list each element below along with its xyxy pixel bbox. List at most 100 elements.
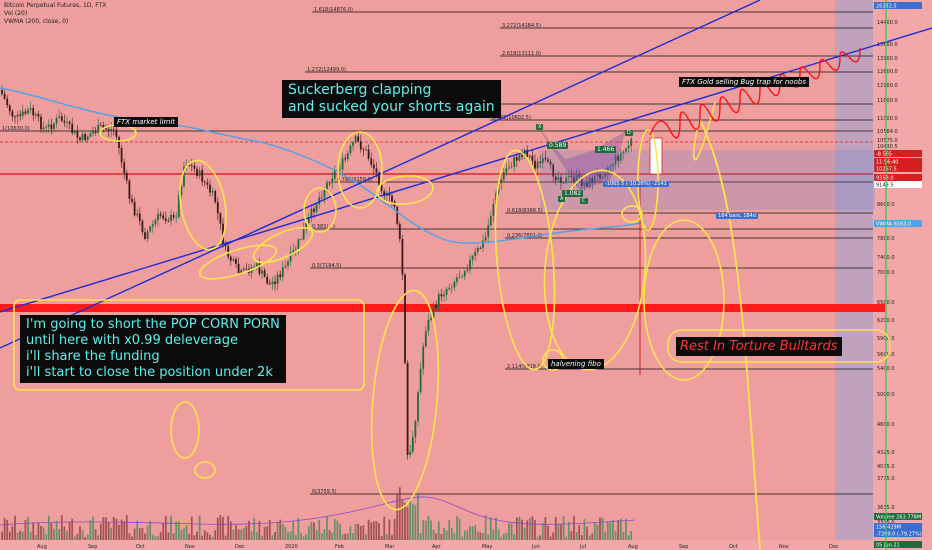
- candle-body: [586, 182, 588, 187]
- candle-body: [115, 129, 118, 137]
- candle-body: [73, 130, 76, 134]
- volume-bar: [591, 533, 594, 540]
- candle-body: [188, 164, 191, 166]
- candle-body: [34, 114, 37, 116]
- fib-level-label: 2.114(5318.0): [507, 364, 543, 370]
- volume-bar: [159, 531, 162, 540]
- candle-body: [489, 216, 492, 226]
- volume-bar: [440, 534, 443, 540]
- candle-body: [528, 155, 531, 158]
- candle-body: [622, 151, 625, 154]
- volume-bar: [232, 529, 235, 540]
- volume-bar: [328, 530, 331, 540]
- time-axis-label: Dec: [829, 544, 839, 550]
- candle-body: [346, 153, 349, 160]
- volume-bar: [375, 521, 378, 540]
- volume-bar: [578, 524, 581, 540]
- candle-body: [102, 124, 105, 128]
- volume-bar: [482, 533, 484, 540]
- candle-body: [94, 131, 97, 133]
- price-tag: [874, 220, 922, 227]
- volume-bar: [617, 520, 620, 540]
- candle-body: [42, 127, 45, 130]
- price-tag: [874, 541, 922, 548]
- candle-body: [180, 186, 183, 195]
- candle-body: [27, 109, 29, 114]
- volume-bars-group: [1, 487, 633, 540]
- volume-bar: [521, 519, 523, 540]
- volume-bar: [339, 523, 341, 540]
- candle-body: [443, 294, 445, 297]
- volume-bar: [216, 517, 219, 540]
- candle-body: [235, 259, 237, 264]
- candle-body: [297, 239, 300, 250]
- volume-bar: [118, 524, 120, 540]
- candle-body: [539, 161, 542, 164]
- candle-body: [47, 124, 50, 127]
- volume-bar: [112, 516, 115, 540]
- candle-body: [151, 224, 154, 227]
- candle-body: [86, 136, 89, 140]
- candle-body: [53, 123, 55, 130]
- volume-bar: [344, 533, 347, 540]
- candle-body: [146, 231, 149, 239]
- volume-bar: [570, 531, 573, 540]
- volume-bar: [245, 525, 248, 540]
- candle-body: [479, 247, 482, 249]
- volume-bar: [151, 534, 154, 540]
- candle-body: [172, 215, 175, 218]
- candle-body: [310, 208, 313, 218]
- candle-body: [21, 111, 24, 116]
- time-axis-label: Jul: [579, 544, 586, 550]
- volume-bar: [131, 536, 133, 540]
- candle-body: [378, 172, 380, 185]
- volume-bar: [34, 535, 37, 540]
- volume-bar: [99, 523, 102, 540]
- volume-bar: [349, 526, 352, 540]
- volume-bar: [219, 515, 222, 540]
- candle-body: [372, 164, 375, 169]
- volume-bar: [258, 520, 261, 540]
- candle-body: [588, 177, 591, 187]
- candle-body: [435, 305, 438, 308]
- candle-body: [323, 189, 326, 198]
- red-resistance-band: [0, 304, 885, 312]
- pattern-point-d: D: [625, 130, 633, 136]
- volume-bar: [315, 529, 318, 540]
- volume-bar: [266, 526, 269, 540]
- candle-body: [175, 217, 178, 218]
- volume-bar: [55, 520, 58, 540]
- candle-body: [81, 134, 84, 140]
- volume-bar: [596, 524, 599, 540]
- volume-bar: [110, 527, 113, 540]
- candle-body: [3, 93, 6, 99]
- volume-bar: [437, 521, 440, 540]
- volume-bar: [237, 529, 240, 540]
- candle-body: [357, 136, 360, 142]
- volume-bar: [411, 503, 414, 540]
- short-plan-line-3: i'll share the funding: [26, 349, 160, 364]
- volume-bar: [175, 521, 178, 540]
- volume-bar: [47, 515, 50, 540]
- candle-body: [177, 194, 180, 218]
- volume-bar: [305, 534, 308, 540]
- volume-bar: [73, 536, 76, 540]
- candle-body: [534, 160, 536, 169]
- volume-bar: [235, 525, 237, 540]
- volume-bar: [346, 533, 349, 540]
- volume-bar: [565, 536, 568, 540]
- vwma-indicator-label: VWMA (200, close, 0): [4, 18, 69, 25]
- candle-body: [482, 240, 484, 248]
- halvening-fibo-note: halvening fibo: [548, 359, 604, 369]
- volume-bar: [474, 525, 477, 540]
- volume-bar: [289, 531, 292, 540]
- candle-body: [157, 213, 159, 221]
- candle-body: [370, 158, 373, 165]
- candle-body: [601, 176, 604, 179]
- candle-body: [609, 165, 612, 168]
- volume-bar: [37, 522, 40, 540]
- volume-bar: [79, 526, 81, 540]
- volume-bar: [107, 522, 110, 540]
